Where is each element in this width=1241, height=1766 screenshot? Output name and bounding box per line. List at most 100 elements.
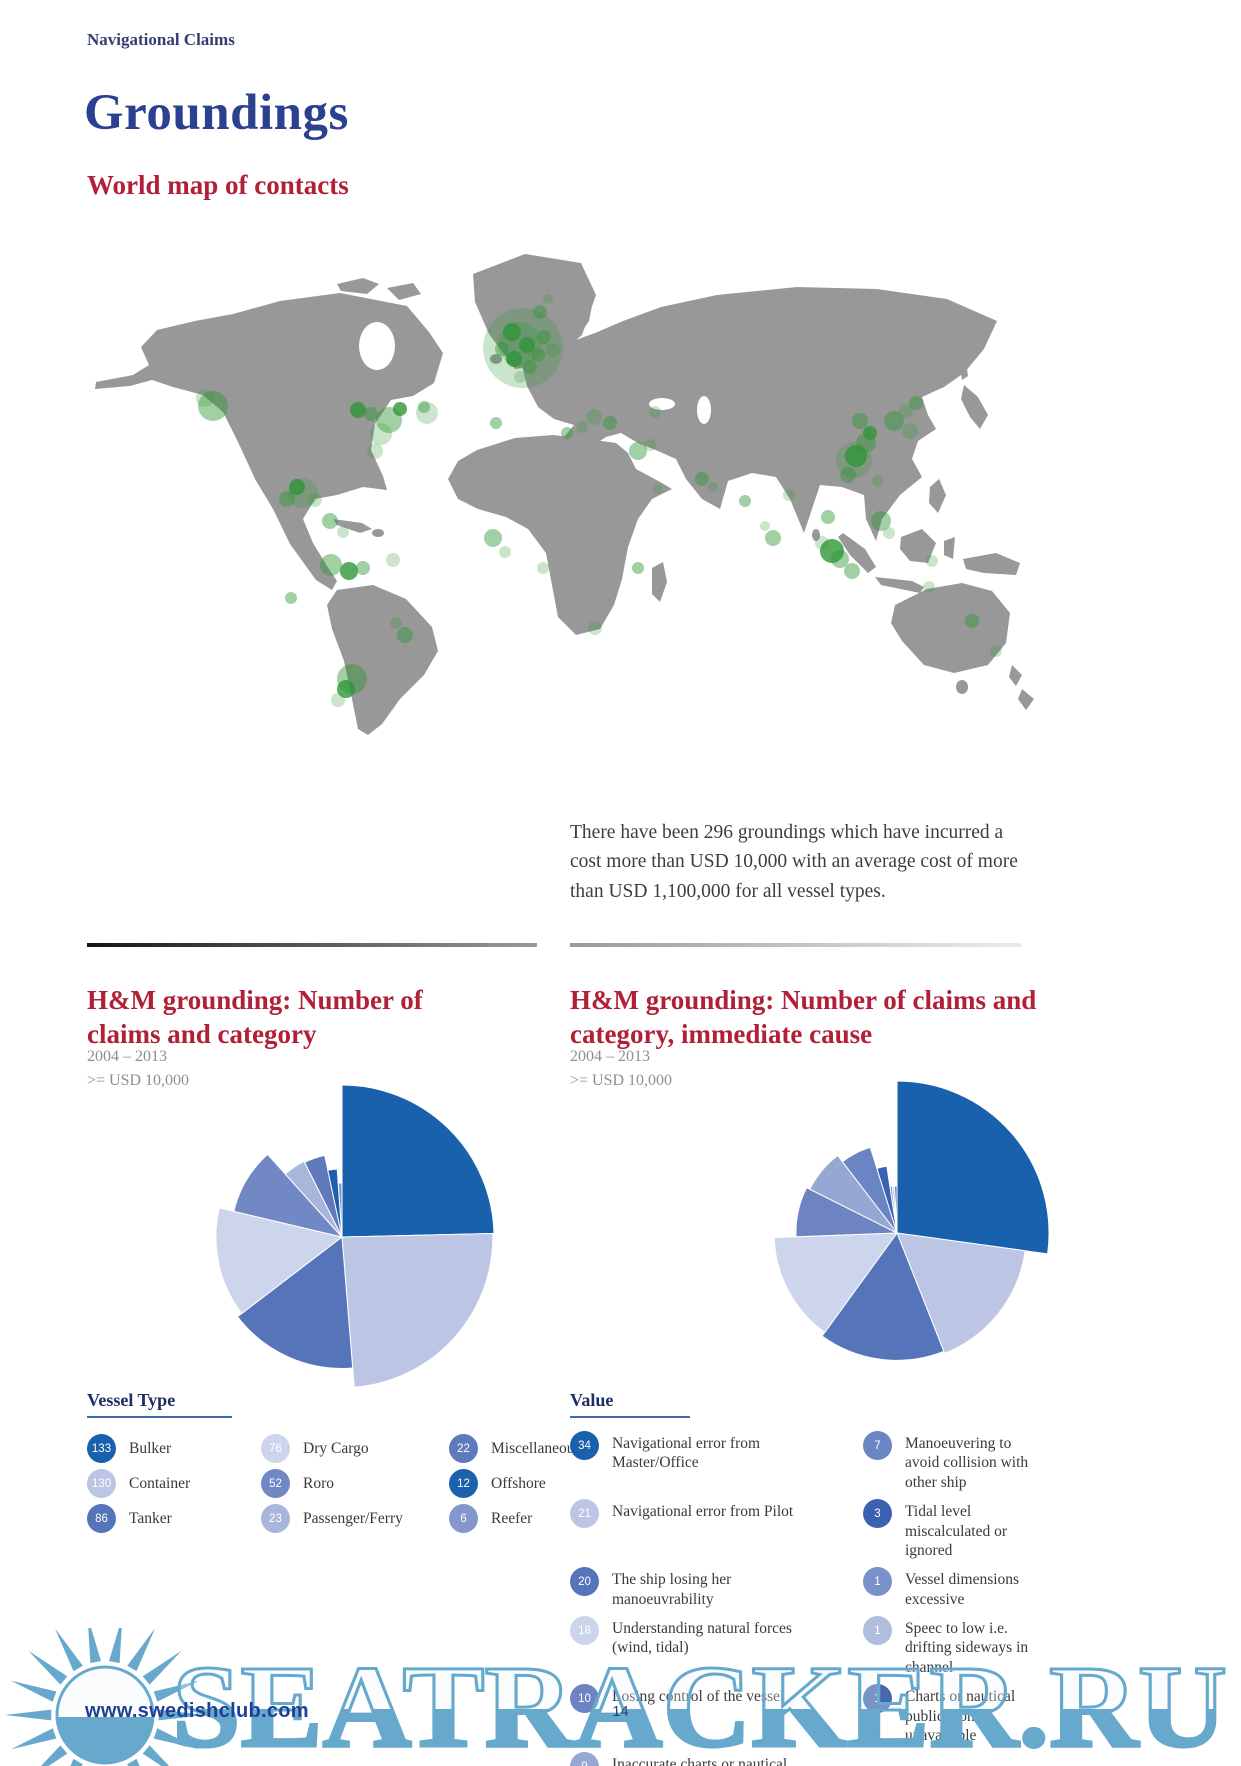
legend-count-badge: 34: [570, 1431, 599, 1460]
pie-chart-immediate-cause: [773, 1080, 1050, 1361]
legend-label: Navigational error from Master/Office: [612, 1435, 761, 1472]
grounding-marker: [844, 563, 860, 579]
legend-row: 130 Container: [87, 1466, 261, 1501]
pie-slice: [284, 1160, 343, 1238]
grounding-marker: [845, 445, 867, 467]
legend-row: 1 Vessel dimensions excessive: [863, 1567, 1045, 1609]
legend-count-badge: 133: [87, 1434, 116, 1463]
grounding-marker: [840, 467, 856, 483]
page-title: Groundings: [84, 85, 349, 141]
map-section-title: World map of contacts: [87, 170, 349, 200]
legend-row: 1 Speec to low i.e. drifting sideways in …: [863, 1616, 1045, 1677]
grounding-marker: [533, 305, 547, 319]
grounding-marker: [863, 426, 877, 440]
grounding-markers: [196, 294, 1002, 707]
legend-count-badge: 12: [449, 1469, 478, 1498]
sun-ray: [70, 1758, 83, 1766]
grounding-marker: [279, 491, 295, 507]
sun-ray: [153, 1680, 199, 1702]
grounding-marker: [503, 323, 521, 341]
grounding-marker: [356, 561, 370, 575]
grounding-marker: [815, 536, 829, 550]
divider: [87, 943, 537, 947]
pie-slice: [876, 1165, 898, 1234]
footer-website: www.swedishclub.com: [85, 1700, 309, 1722]
sun-ray: [127, 1628, 155, 1672]
chart-period: 2004 – 2013: [87, 1048, 167, 1065]
legend-row: 34 Navigational error from Master/Office: [570, 1431, 863, 1492]
legend-count-badge: 23: [261, 1504, 290, 1533]
sun-logo-icon: [5, 1628, 205, 1766]
grounding-marker: [523, 360, 537, 374]
pie-slice: [809, 1154, 898, 1234]
chart-threshold: >= USD 10,000: [87, 1072, 190, 1089]
pie-slice: [821, 1231, 945, 1361]
sun-ray: [88, 1628, 101, 1664]
sun-ray: [142, 1745, 170, 1766]
legend-label: Container: [129, 1474, 191, 1492]
legend-label: Dry Cargo: [303, 1439, 369, 1457]
grounding-marker: [490, 417, 502, 429]
pie-slice: [894, 1185, 898, 1234]
legend-count-badge: 1: [863, 1567, 892, 1597]
legend-label: Losing control of the vessel: [612, 1688, 785, 1706]
legend-underline: [570, 1416, 690, 1418]
legend-label: Miscellaneous: [491, 1439, 581, 1457]
grounding-marker: [561, 427, 573, 439]
grounding-marker: [418, 401, 430, 413]
legend-label: Tanker: [129, 1509, 172, 1527]
grounding-marker: [495, 342, 509, 356]
grounding-marker: [923, 581, 935, 593]
seatracker-watermark: SEATRACKER.RU: [5, 1628, 1229, 1766]
pie-slice: [215, 1207, 344, 1315]
sun-logo-body: [55, 1665, 155, 1765]
legend-underline: [87, 1416, 232, 1418]
grounding-marker: [902, 423, 918, 439]
legend-label: Navigational error from Pilot: [612, 1503, 794, 1521]
legend-count-badge: 21: [570, 1499, 599, 1529]
legend-row: 12 Offshore: [449, 1466, 581, 1501]
legend-count-badge: 6: [449, 1504, 478, 1533]
grounding-marker: [337, 680, 355, 698]
grounding-marker: [831, 550, 849, 568]
legend-label: Offshore: [491, 1474, 546, 1492]
grounding-marker: [198, 391, 228, 421]
grounding-marker: [320, 554, 342, 576]
grounding-marker: [765, 530, 781, 546]
sun-ray: [11, 1728, 57, 1750]
legend-row: 22 Miscellaneous: [449, 1431, 581, 1466]
legend-title: Value: [570, 1390, 614, 1410]
grounding-marker: [926, 555, 938, 567]
page-eyebrow: Navigational Claims: [87, 30, 235, 49]
legend-row: 3 Tidal level miscalculated or ignored: [863, 1499, 1045, 1560]
legend-items: 34 Navigational error from Master/Office 2…: [570, 1431, 1045, 1766]
legend-immediate-cause: Value 34 Navigational error from Master/O…: [570, 1390, 1045, 1766]
sun-ray: [28, 1650, 68, 1685]
sun-ray: [11, 1680, 57, 1702]
grounding-marker: [576, 421, 588, 433]
legend-label: Manoeuvering to avoid collision with oth…: [905, 1435, 1029, 1491]
grounding-marker: [821, 510, 835, 524]
grounding-marker: [393, 402, 407, 416]
grounding-marker: [546, 343, 560, 357]
pie-slice: [303, 1154, 343, 1238]
page-number: 14: [612, 1704, 629, 1720]
chart-period: 2004 – 2013: [570, 1048, 650, 1065]
world-map: [95, 254, 1034, 735]
grounding-marker: [499, 546, 511, 558]
grounding-marker: [603, 416, 617, 430]
legend-row: 133 Bulker: [87, 1431, 261, 1466]
legend-count-badge: 86: [87, 1504, 116, 1533]
grounding-marker: [783, 489, 795, 501]
pie-slice: [896, 1080, 1050, 1255]
legend-row: 7 Manoeuvering to avoid collision with ot…: [863, 1431, 1045, 1492]
pie-slice: [341, 1232, 494, 1388]
grounding-marker: [990, 645, 1002, 657]
legend-count-badge: 18: [570, 1616, 599, 1645]
legend-label: Charts or nautical publications unavaila…: [905, 1688, 1016, 1744]
pie-slice: [233, 1153, 344, 1238]
grounding-marker: [340, 562, 358, 580]
grounding-marker: [390, 617, 402, 629]
pie-slice: [236, 1236, 354, 1369]
